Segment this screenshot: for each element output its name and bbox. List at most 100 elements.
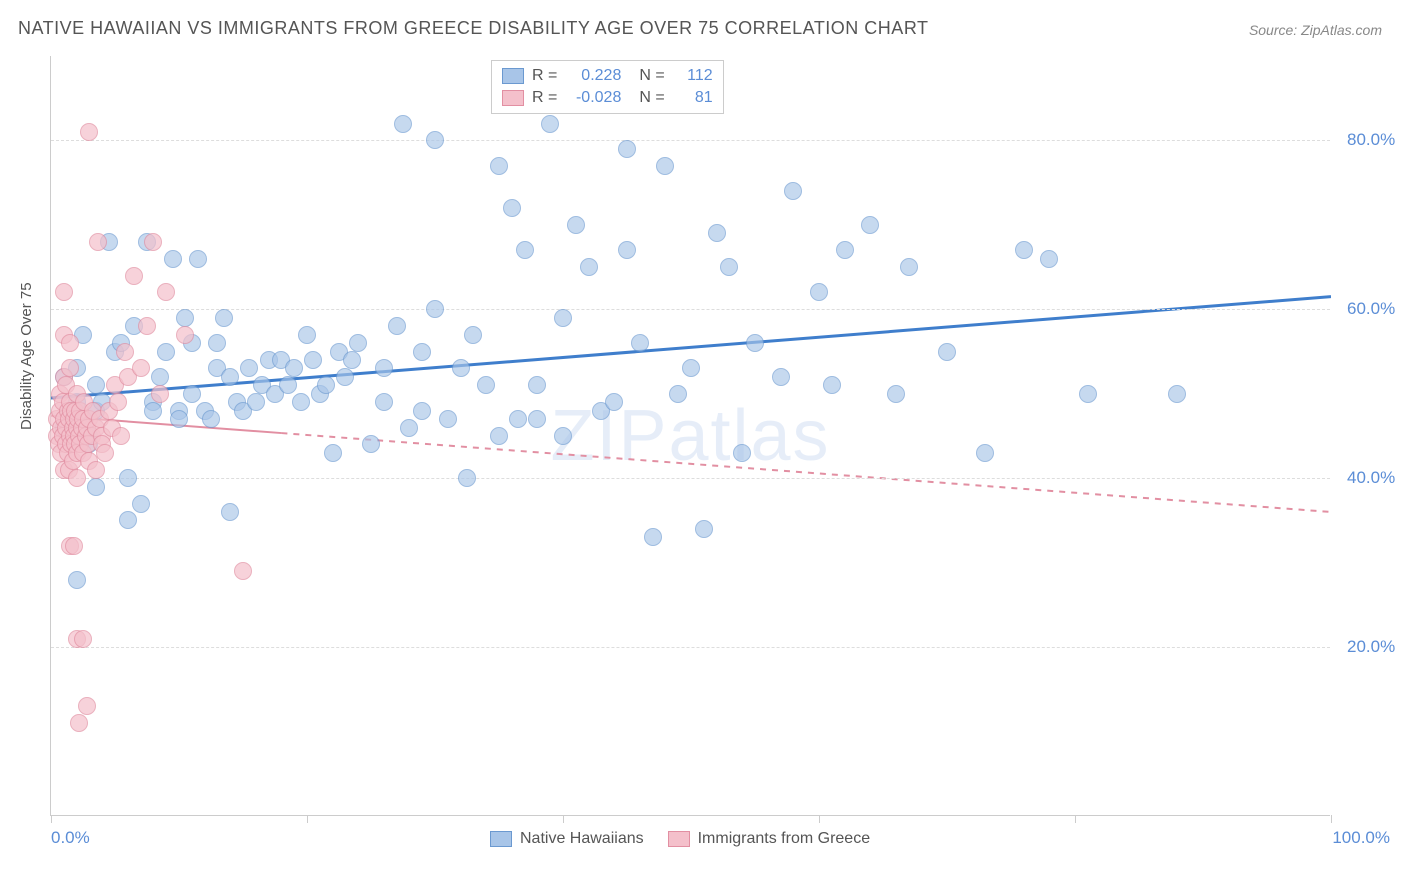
data-point	[119, 469, 137, 487]
data-point	[151, 368, 169, 386]
data-point	[567, 216, 585, 234]
x-tick	[51, 815, 52, 823]
r-value: 0.228	[565, 67, 621, 85]
data-point	[554, 309, 572, 327]
data-point	[183, 385, 201, 403]
data-point	[116, 343, 134, 361]
data-point	[151, 385, 169, 403]
data-point	[132, 495, 150, 513]
data-point	[87, 478, 105, 496]
data-point	[938, 343, 956, 361]
legend-label: Immigrants from Greece	[698, 830, 870, 848]
data-point	[733, 444, 751, 462]
x-min-label: 0.0%	[51, 828, 90, 848]
gridline	[51, 647, 1330, 648]
data-point	[708, 224, 726, 242]
data-point	[490, 157, 508, 175]
data-point	[87, 461, 105, 479]
data-point	[157, 343, 175, 361]
data-point	[70, 714, 88, 732]
data-point	[394, 115, 412, 133]
gridline	[51, 478, 1330, 479]
data-point	[247, 393, 265, 411]
y-axis-label: Disability Age Over 75	[18, 282, 35, 430]
plot-area: ZIPatlas R =0.228N =112R =-0.028N =81 20…	[50, 56, 1330, 816]
data-point	[1015, 241, 1033, 259]
n-value: 112	[673, 67, 713, 85]
data-point	[464, 326, 482, 344]
data-point	[784, 182, 802, 200]
data-point	[458, 469, 476, 487]
data-point	[61, 359, 79, 377]
r-value: -0.028	[565, 89, 621, 107]
data-point	[221, 503, 239, 521]
data-point	[304, 351, 322, 369]
data-point	[80, 123, 98, 141]
data-point	[78, 697, 96, 715]
data-point	[503, 199, 521, 217]
data-point	[509, 410, 527, 428]
data-point	[74, 630, 92, 648]
data-point	[516, 241, 534, 259]
data-point	[644, 528, 662, 546]
data-point	[528, 410, 546, 428]
data-point	[375, 393, 393, 411]
data-point	[349, 334, 367, 352]
data-point	[887, 385, 905, 403]
data-point	[490, 427, 508, 445]
source-label: Source: ZipAtlas.com	[1249, 22, 1382, 38]
data-point	[861, 216, 879, 234]
r-label: R =	[532, 67, 557, 85]
data-point	[68, 469, 86, 487]
data-point	[618, 241, 636, 259]
data-point	[362, 435, 380, 453]
data-point	[836, 241, 854, 259]
n-value: 81	[673, 89, 713, 107]
x-tick	[563, 815, 564, 823]
data-point	[720, 258, 738, 276]
data-point	[388, 317, 406, 335]
data-point	[746, 334, 764, 352]
n-label: N =	[639, 89, 664, 107]
data-point	[68, 571, 86, 589]
data-point	[426, 131, 444, 149]
x-tick	[307, 815, 308, 823]
data-point	[65, 537, 83, 555]
data-point	[61, 334, 79, 352]
x-tick	[819, 815, 820, 823]
data-point	[580, 258, 598, 276]
series-swatch	[502, 68, 524, 84]
n-label: N =	[639, 67, 664, 85]
legend-swatch	[668, 831, 690, 847]
data-point	[189, 250, 207, 268]
legend-label: Native Hawaiians	[520, 830, 644, 848]
data-point	[202, 410, 220, 428]
data-point	[157, 283, 175, 301]
bottom-legend: Native Hawaiians Immigrants from Greece	[490, 830, 870, 848]
data-point	[109, 393, 127, 411]
data-point	[810, 283, 828, 301]
data-point	[96, 444, 114, 462]
gridline	[51, 309, 1330, 310]
y-tick-label: 60.0%	[1347, 299, 1395, 319]
r-label: R =	[532, 89, 557, 107]
legend-swatch	[490, 831, 512, 847]
data-point	[1040, 250, 1058, 268]
stats-row: R = 0.228 N = 112	[502, 65, 713, 87]
gridline	[51, 140, 1330, 141]
data-point	[618, 140, 636, 158]
data-point	[119, 511, 137, 529]
data-point	[669, 385, 687, 403]
data-point	[439, 410, 457, 428]
data-point	[170, 410, 188, 428]
data-point	[317, 376, 335, 394]
data-point	[426, 300, 444, 318]
y-tick-label: 20.0%	[1347, 637, 1395, 657]
data-point	[413, 402, 431, 420]
correlation-stats-box: R = 0.228 N = 112 R = -0.028 N = 81	[491, 60, 724, 114]
data-point	[208, 334, 226, 352]
data-point	[87, 376, 105, 394]
data-point	[221, 368, 239, 386]
data-point	[285, 359, 303, 377]
data-point	[656, 157, 674, 175]
